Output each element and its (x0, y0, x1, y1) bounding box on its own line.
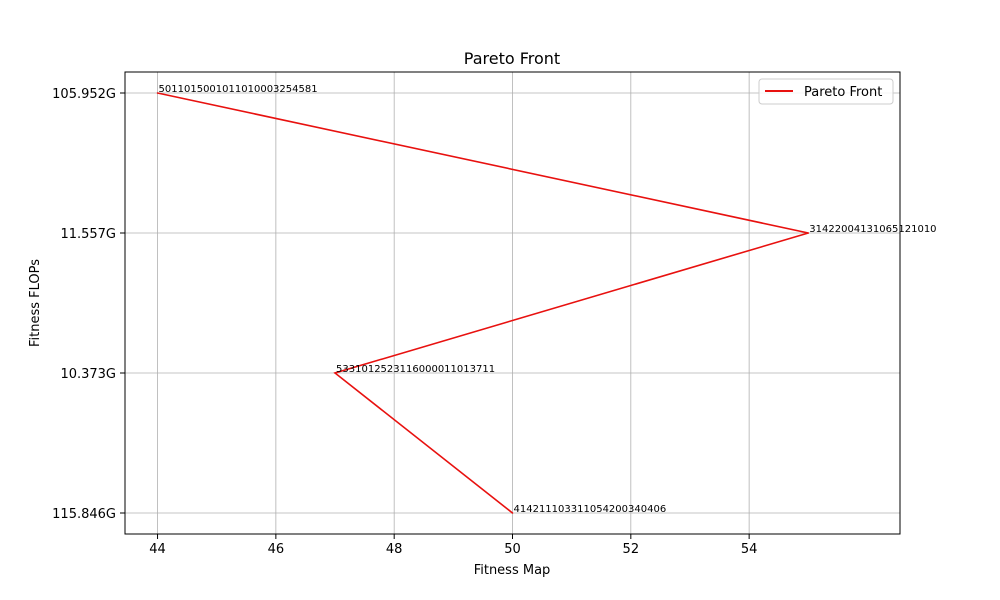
y-tick-label: 10.373G (60, 367, 116, 382)
x-tick-label: 54 (741, 542, 758, 557)
chart-title: Pareto Front (464, 49, 560, 68)
x-tick-label: 48 (386, 542, 403, 557)
x-axis-label: Fitness Map (474, 563, 551, 578)
x-tick-label: 52 (623, 542, 640, 557)
x-tick-label: 46 (268, 542, 285, 557)
data-point (807, 232, 810, 234)
x-tick-label: 44 (149, 542, 166, 557)
point-label: 5331012523116000011013711 (336, 364, 495, 375)
series-line-pareto-front (157, 92, 809, 514)
legend-label: Pareto Front (804, 85, 882, 100)
grid-lines (125, 72, 900, 534)
data-point (334, 372, 336, 374)
y-axis-ticks: 115.846G 10.373G 11.557G 105.952G (52, 87, 125, 522)
point-labels: 5011015001011010003254581 314220041310651… (159, 84, 937, 515)
point-label: 5011015001011010003254581 (159, 84, 318, 95)
series-lines (156, 92, 810, 514)
x-tick-label: 50 (504, 542, 521, 557)
y-tick-label: 105.952G (52, 87, 116, 102)
data-point (156, 92, 159, 94)
y-tick-label: 115.846G (52, 507, 116, 522)
legend-box (758, 78, 894, 105)
legend: Pareto Front (758, 78, 894, 105)
y-axis-label: Fitness FLOPs (28, 259, 43, 347)
y-tick-label: 11.557G (60, 227, 116, 242)
data-point (511, 512, 514, 514)
x-axis-ticks: 44 46 48 50 52 54 (149, 534, 757, 557)
point-label: 31422004131065121010 (809, 224, 936, 235)
point-label: 414211103311054200340406 (514, 504, 667, 515)
